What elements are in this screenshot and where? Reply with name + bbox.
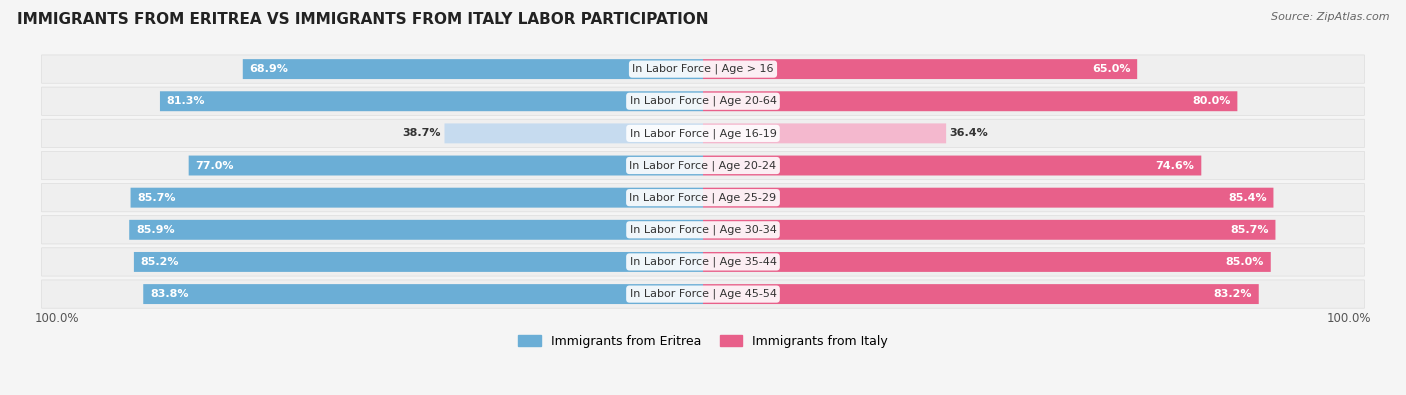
Text: 65.0%: 65.0% <box>1092 64 1130 74</box>
Text: 85.7%: 85.7% <box>138 193 176 203</box>
Text: 77.0%: 77.0% <box>195 160 233 171</box>
Legend: Immigrants from Eritrea, Immigrants from Italy: Immigrants from Eritrea, Immigrants from… <box>513 330 893 353</box>
FancyBboxPatch shape <box>188 156 703 175</box>
FancyBboxPatch shape <box>243 59 703 79</box>
Text: 83.2%: 83.2% <box>1213 289 1253 299</box>
FancyBboxPatch shape <box>703 59 1137 79</box>
Text: 85.9%: 85.9% <box>136 225 174 235</box>
FancyBboxPatch shape <box>41 248 1365 276</box>
FancyBboxPatch shape <box>143 284 703 304</box>
FancyBboxPatch shape <box>703 188 1274 208</box>
FancyBboxPatch shape <box>703 91 1237 111</box>
FancyBboxPatch shape <box>41 216 1365 244</box>
FancyBboxPatch shape <box>41 151 1365 180</box>
FancyBboxPatch shape <box>134 252 703 272</box>
Text: In Labor Force | Age > 16: In Labor Force | Age > 16 <box>633 64 773 74</box>
Text: In Labor Force | Age 45-54: In Labor Force | Age 45-54 <box>630 289 776 299</box>
FancyBboxPatch shape <box>703 252 1271 272</box>
FancyBboxPatch shape <box>703 156 1201 175</box>
Text: 100.0%: 100.0% <box>1326 312 1371 325</box>
Text: In Labor Force | Age 35-44: In Labor Force | Age 35-44 <box>630 257 776 267</box>
Text: Source: ZipAtlas.com: Source: ZipAtlas.com <box>1271 12 1389 22</box>
FancyBboxPatch shape <box>160 91 703 111</box>
FancyBboxPatch shape <box>41 280 1365 308</box>
Text: 100.0%: 100.0% <box>35 312 80 325</box>
Text: 68.9%: 68.9% <box>249 64 288 74</box>
Text: 81.3%: 81.3% <box>167 96 205 106</box>
Text: In Labor Force | Age 16-19: In Labor Force | Age 16-19 <box>630 128 776 139</box>
Text: 80.0%: 80.0% <box>1192 96 1230 106</box>
Text: 85.2%: 85.2% <box>141 257 179 267</box>
Text: 85.4%: 85.4% <box>1227 193 1267 203</box>
Text: In Labor Force | Age 25-29: In Labor Force | Age 25-29 <box>630 192 776 203</box>
FancyBboxPatch shape <box>131 188 703 208</box>
FancyBboxPatch shape <box>41 55 1365 83</box>
Text: 85.0%: 85.0% <box>1226 257 1264 267</box>
Text: 83.8%: 83.8% <box>150 289 188 299</box>
Text: 36.4%: 36.4% <box>949 128 988 138</box>
FancyBboxPatch shape <box>41 184 1365 212</box>
Text: In Labor Force | Age 20-24: In Labor Force | Age 20-24 <box>630 160 776 171</box>
Text: 38.7%: 38.7% <box>402 128 441 138</box>
Text: 74.6%: 74.6% <box>1156 160 1195 171</box>
FancyBboxPatch shape <box>129 220 703 240</box>
Text: 85.7%: 85.7% <box>1230 225 1268 235</box>
FancyBboxPatch shape <box>703 123 946 143</box>
Text: IMMIGRANTS FROM ERITREA VS IMMIGRANTS FROM ITALY LABOR PARTICIPATION: IMMIGRANTS FROM ERITREA VS IMMIGRANTS FR… <box>17 12 709 27</box>
Text: In Labor Force | Age 30-34: In Labor Force | Age 30-34 <box>630 224 776 235</box>
FancyBboxPatch shape <box>703 284 1258 304</box>
Text: In Labor Force | Age 20-64: In Labor Force | Age 20-64 <box>630 96 776 107</box>
FancyBboxPatch shape <box>41 87 1365 115</box>
FancyBboxPatch shape <box>703 220 1275 240</box>
FancyBboxPatch shape <box>444 123 703 143</box>
FancyBboxPatch shape <box>41 119 1365 147</box>
